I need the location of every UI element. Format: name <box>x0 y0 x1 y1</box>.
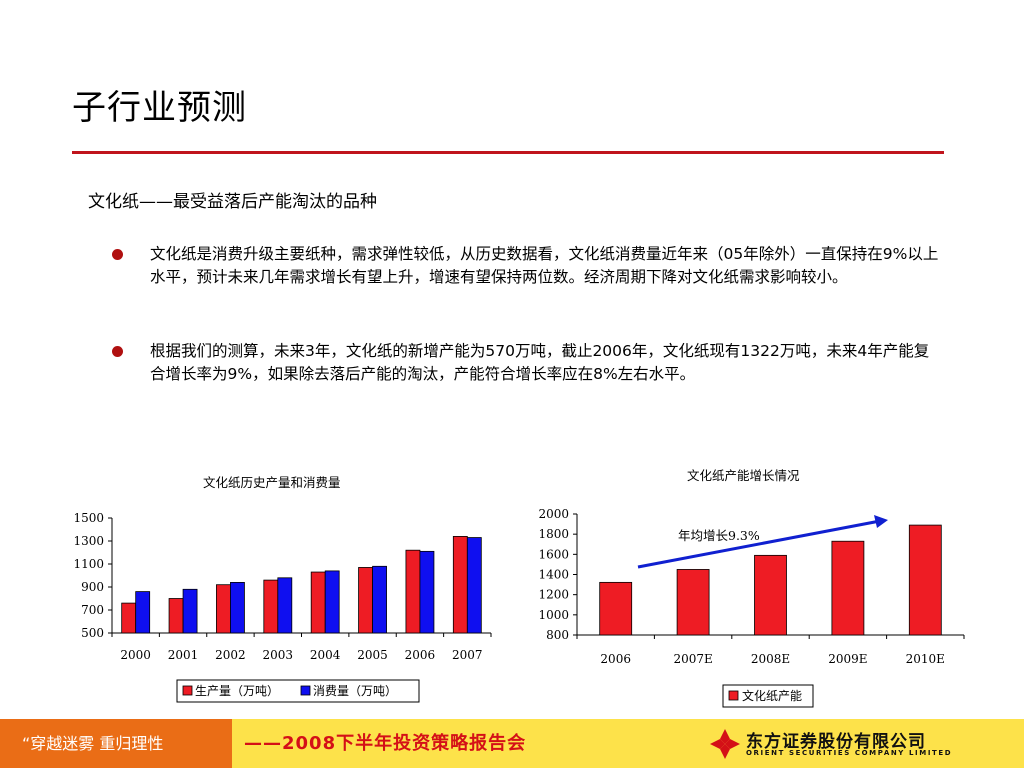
title-divider <box>72 151 944 154</box>
y-tick-label: 1500 <box>73 511 104 525</box>
x-tick-label: 2007 <box>452 648 483 662</box>
history-bar-chart: 500 700 900 1100 1300 1500 2000 2001 2002 2003 200… <box>73 511 492 703</box>
bar <box>466 537 482 634</box>
trend-arrow-line <box>637 519 881 569</box>
company-name-en: ORIENT SECURITIES COMPANY LIMITED <box>746 749 953 757</box>
x-tick-label: 2006 <box>600 652 631 666</box>
y-tick-label: 500 <box>81 626 104 640</box>
bullet-text: 根据我们的测算，未来3年，文化纸的新增产能为570万吨，截止2006年，文化纸现… <box>150 342 930 383</box>
y-tick-label: 1300 <box>73 534 104 548</box>
footer-slogan: “穿越迷雾 重归理性 <box>0 719 232 768</box>
bar <box>263 579 279 634</box>
company-logo: 东方证券股份有限公司 ORIENT SECURITIES COMPANY LIM… <box>708 727 958 761</box>
y-tick-label: 1600 <box>538 547 569 561</box>
bar <box>452 535 468 634</box>
legend-box <box>176 679 420 703</box>
x-tick-label: 2003 <box>263 648 294 662</box>
capacity-bar-chart: 800 1000 1200 1400 1600 1800 2000 2006 2007E 2008… <box>538 507 965 708</box>
bar <box>676 569 710 636</box>
x-tick-label: 2009E <box>828 652 867 666</box>
chart-title: 文化纸历史产量和消费量 <box>203 475 341 490</box>
y-tick-label: 1000 <box>538 608 569 622</box>
y-tick-label: 900 <box>81 580 104 594</box>
bullet-text: 文化纸是消费升级主要纸种，需求弹性较低，从历史数据看，文化纸消费量近年来（05年… <box>150 245 939 286</box>
bar <box>310 571 326 634</box>
bar <box>599 581 633 636</box>
bar <box>168 598 184 634</box>
bar <box>324 570 340 634</box>
y-tick-label: 700 <box>81 603 104 617</box>
bar <box>908 524 942 636</box>
legend-swatch <box>728 690 739 701</box>
y-tick-label: 2000 <box>538 507 569 521</box>
legend-swatch <box>182 685 193 696</box>
chart-title: 文化纸产能增长情况 <box>687 468 800 483</box>
x-tick-label: 2008E <box>751 652 790 666</box>
bar <box>135 591 151 634</box>
bar <box>216 584 231 634</box>
bar <box>419 550 435 634</box>
bar <box>358 567 373 634</box>
bar <box>182 588 198 634</box>
x-tick-label: 2000 <box>120 648 151 662</box>
bar <box>372 565 387 634</box>
x-tick-label: 2002 <box>215 648 246 662</box>
legend-label: 文化纸产能 <box>742 688 802 703</box>
bar <box>230 582 245 634</box>
x-tick-label: 2006 <box>405 648 436 662</box>
legend-label: 消费量（万吨） <box>313 684 397 698</box>
growth-annotation: 年均增长9.3% <box>678 528 760 543</box>
y-tick-label: 1400 <box>538 568 569 582</box>
bar <box>754 554 787 636</box>
bullet-dot-icon <box>112 346 123 357</box>
footer-report-title: ——2008下半年投资策略报告会 <box>244 733 527 754</box>
legend-label: 生产量（万吨） <box>195 684 279 698</box>
x-tick-label: 2005 <box>357 648 388 662</box>
x-tick-label: 2004 <box>310 648 341 662</box>
legend-box <box>722 684 814 708</box>
bar <box>405 549 421 634</box>
company-name-cn: 东方证券股份有限公司 <box>746 732 926 752</box>
bullet-dot-icon <box>112 249 123 260</box>
bar <box>121 602 137 634</box>
section-subtitle: 文化纸——最受益落后产能淘汰的品种 <box>88 192 377 212</box>
y-tick-label: 1800 <box>538 527 569 541</box>
trend-arrow-head-icon <box>874 515 888 528</box>
y-tick-label: 800 <box>546 628 569 642</box>
bar <box>277 577 293 634</box>
bar <box>831 540 865 636</box>
y-tick-label: 1100 <box>73 557 104 571</box>
orient-logo-icon <box>710 729 740 759</box>
y-tick-label: 1200 <box>538 588 569 602</box>
x-tick-label: 2001 <box>168 648 199 662</box>
x-tick-label: 2007E <box>673 652 712 666</box>
x-tick-label: 2010E <box>906 652 945 666</box>
page-title: 子行业预测 <box>72 88 247 128</box>
legend-swatch <box>300 685 311 696</box>
